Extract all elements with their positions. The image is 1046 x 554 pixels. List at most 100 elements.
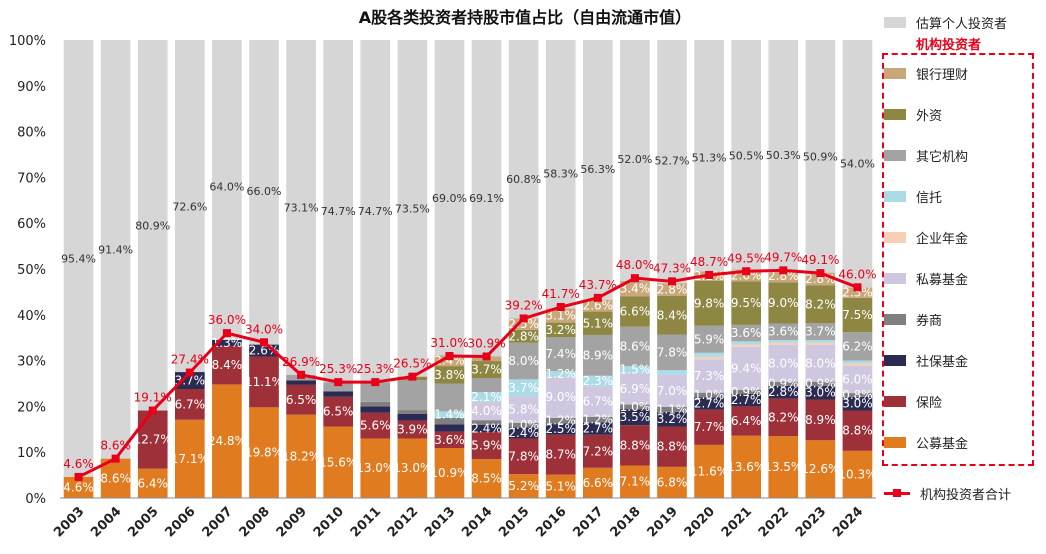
legend-swatch xyxy=(884,67,906,79)
y-tick-label: 20% xyxy=(17,400,46,415)
bar-segment-券商 xyxy=(545,417,576,424)
segment-label: 8.8% xyxy=(620,438,651,452)
legend-label: 银行理财 xyxy=(916,67,969,83)
segment-label: 2.5% xyxy=(545,422,576,436)
segment-label: 7.3% xyxy=(694,369,725,383)
bar-segment-其它机构 xyxy=(768,323,799,340)
x-tick-label: 2016 xyxy=(533,504,569,540)
bar-segment-公募基金 xyxy=(545,474,576,498)
total-line-label: 39.2% xyxy=(505,298,543,312)
bar-segment-银行理财 xyxy=(657,283,687,297)
bar-segment-券商 xyxy=(805,381,836,386)
total-line-marker xyxy=(111,454,120,463)
segment-label: 2.6% xyxy=(583,299,614,313)
segment-label: 8.8% xyxy=(657,440,688,454)
legend-label: 信托 xyxy=(916,190,943,206)
x-tick-label: 2022 xyxy=(756,504,792,540)
segment-label: 7.2% xyxy=(583,444,614,458)
retail-label: 72.6% xyxy=(172,200,207,213)
total-line-marker xyxy=(297,370,306,379)
segment-label: 13.5% xyxy=(764,460,802,474)
legend-item-retail: 估算个人投资者 xyxy=(884,12,1007,32)
retail-label: 51.3% xyxy=(692,151,727,164)
total-line-marker xyxy=(593,293,602,302)
segment-label: 7.5% xyxy=(842,308,873,322)
total-line-marker xyxy=(742,267,751,276)
bar-segment-其它机构 xyxy=(731,324,762,342)
segment-label: 0.9% xyxy=(768,377,799,391)
segment-label: 3.0% xyxy=(842,397,873,411)
bar-segment-券商 xyxy=(657,406,687,412)
legend-item-series: 社保基金 xyxy=(884,350,968,370)
bar-segment-公募基金 xyxy=(100,458,131,498)
segment-label: 13.0% xyxy=(393,461,431,475)
segment-label: 2.7% xyxy=(583,422,614,436)
bar-segment-信托 xyxy=(434,411,465,418)
bar-segment-外资 xyxy=(657,296,687,335)
x-tick-label: 2006 xyxy=(162,504,198,540)
bar-segment-其它机构 xyxy=(508,342,539,380)
institution-legend-box xyxy=(882,53,1034,466)
segment-label: 7.1% xyxy=(620,475,651,489)
segment-label: 8.0% xyxy=(508,354,539,368)
bar-segment-公募基金 xyxy=(471,459,502,498)
segment-label: 11.1% xyxy=(245,375,283,389)
bar-segment-公募基金 xyxy=(249,407,279,498)
bar-segment-外资 xyxy=(582,311,613,335)
bar-segment-保险 xyxy=(174,388,205,420)
bar-segment-保险 xyxy=(471,432,502,460)
bar-segment-保险 xyxy=(508,438,539,475)
x-tick-label: 2024 xyxy=(830,504,866,540)
segment-label: 8.6% xyxy=(620,339,651,353)
retail-label: 58.3% xyxy=(543,168,578,181)
segment-label: 18.2% xyxy=(282,449,320,463)
segment-label: 6.4% xyxy=(137,476,168,490)
bar-segment-保险 xyxy=(731,406,762,436)
segment-label: 9.0% xyxy=(768,296,799,310)
segment-label: 3.6% xyxy=(434,433,465,447)
segment-label: 9.4% xyxy=(731,361,762,375)
segment-label: 8.7% xyxy=(545,448,576,462)
bar-segment-外资 xyxy=(471,361,502,379)
bar-segment-公募基金 xyxy=(805,440,836,498)
total-line-label: 26.9% xyxy=(282,355,320,369)
segment-label: 8.9% xyxy=(583,348,614,362)
segment-label: 2.3% xyxy=(583,374,614,388)
retail-label: 74.7% xyxy=(358,205,393,218)
retail-label: 50.3% xyxy=(766,149,801,162)
bar-segment-retail xyxy=(471,40,502,357)
segment-label: 9.8% xyxy=(694,296,725,310)
x-tick-label: 2020 xyxy=(682,504,718,540)
segment-label: 8.2% xyxy=(768,410,799,424)
segment-label: 1.5% xyxy=(620,363,651,377)
retail-label: 95.4% xyxy=(61,252,96,265)
total-line-label: 48.0% xyxy=(616,258,654,272)
segment-label: 3.6% xyxy=(768,325,799,339)
bar-segment-其它机构 xyxy=(805,323,836,340)
legend-item-series: 企业年金 xyxy=(884,227,968,247)
bar-segment-银行理财 xyxy=(582,299,613,312)
bar-segment-社保基金 xyxy=(731,394,762,407)
bar-segment-信托 xyxy=(731,341,762,345)
bar-segment-社保基金 xyxy=(620,409,650,426)
segment-label: 15.6% xyxy=(319,455,357,469)
legend-line-swatch xyxy=(884,487,910,499)
legend-item-series: 券商 xyxy=(884,309,942,329)
segment-label: 1.4% xyxy=(434,408,465,422)
bar-segment-社保基金 xyxy=(286,380,316,385)
bar-segment-公募基金 xyxy=(620,465,650,498)
legend-item-series: 外资 xyxy=(884,104,942,124)
total-line-marker xyxy=(816,269,825,278)
retail-label: 50.9% xyxy=(803,151,838,164)
legend-item-series: 保险 xyxy=(884,391,942,411)
x-tick-label: 2017 xyxy=(570,504,606,540)
bar-segment-券商 xyxy=(620,404,650,410)
bar-segment-公募基金 xyxy=(657,466,687,498)
y-tick-label: 90% xyxy=(17,80,46,95)
segment-label: 10.9% xyxy=(430,466,468,480)
segment-label: 6.9% xyxy=(620,382,651,396)
bar-segment-外资 xyxy=(545,322,576,338)
segment-label: 7.7% xyxy=(694,420,725,434)
segment-label: 3.2% xyxy=(545,323,576,337)
total-line-marker xyxy=(74,472,83,481)
